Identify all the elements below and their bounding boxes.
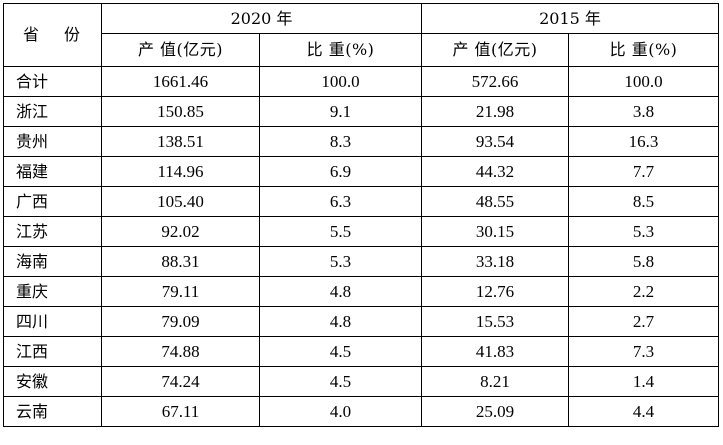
value-2020-cell: 79.11 xyxy=(101,276,260,307)
table-row: 浙江 150.85 9.1 21.98 3.8 xyxy=(3,96,719,127)
table-row: 贵州 138.51 8.3 93.54 16.3 xyxy=(3,126,719,157)
year-2015-header: 2015 年 xyxy=(421,3,719,34)
share-2020-cell: 5.3 xyxy=(259,246,422,277)
share-2015-header: 比 重(%) xyxy=(568,33,719,67)
table-row: 云南 67.11 4.0 25.09 4.4 xyxy=(3,396,719,427)
share-2015-cell: 3.8 xyxy=(568,96,719,127)
header-row-years: 省 份 2020 年 2015 年 xyxy=(3,3,719,67)
table-row: 福建 114.96 6.9 44.32 7.7 xyxy=(3,156,719,187)
header-row-metrics: 产 值(亿元) 比 重(%) 产 值(亿元) 比 重(%) xyxy=(4,33,719,67)
value-2015-cell: 572.66 xyxy=(421,66,569,97)
province-cell: 合计 xyxy=(3,66,102,97)
value-2015-cell: 44.32 xyxy=(421,156,569,187)
value-2020-cell: 150.85 xyxy=(101,96,260,127)
share-2020-cell: 5.5 xyxy=(259,216,422,247)
table-row: 四川 79.09 4.8 15.53 2.7 xyxy=(3,306,719,337)
value-2015-cell: 12.76 xyxy=(421,276,569,307)
value-2020-cell: 1661.46 xyxy=(101,66,260,97)
province-cell: 海南 xyxy=(3,246,102,277)
share-2020-cell: 4.5 xyxy=(259,366,422,397)
value-2020-cell: 105.40 xyxy=(101,186,260,217)
province-cell: 浙江 xyxy=(3,96,102,127)
share-2020-cell: 4.5 xyxy=(259,336,422,367)
province-cell: 福建 xyxy=(3,156,102,187)
share-2020-cell: 9.1 xyxy=(259,96,422,127)
share-2015-cell: 7.3 xyxy=(568,336,719,367)
value-2020-cell: 138.51 xyxy=(101,126,260,157)
value-2020-cell: 92.02 xyxy=(101,216,260,247)
province-cell: 重庆 xyxy=(3,276,102,307)
value-2015-cell: 21.98 xyxy=(421,96,569,127)
province-cell: 广西 xyxy=(3,186,102,217)
share-2020-cell: 6.9 xyxy=(259,156,422,187)
value-2015-cell: 30.15 xyxy=(421,216,569,247)
value-2015-cell: 15.53 xyxy=(421,306,569,337)
share-2020-cell: 6.3 xyxy=(259,186,422,217)
province-output-table: 省 份 2020 年 2015 年 产 值(亿元) 比 重(%) 产 值(亿元)… xyxy=(3,3,719,427)
value-2015-cell: 41.83 xyxy=(421,336,569,367)
table-row: 重庆 79.11 4.8 12.76 2.2 xyxy=(3,276,719,307)
share-2015-cell: 5.8 xyxy=(568,246,719,277)
value-2015-header: 产 值(亿元) xyxy=(421,33,569,67)
value-2020-cell: 88.31 xyxy=(101,246,260,277)
value-2020-header: 产 值(亿元) xyxy=(101,33,260,67)
share-2015-cell: 2.7 xyxy=(568,306,719,337)
table-body: 合计 1661.46 100.0 572.66 100.0 浙江 150.85 9.1 21.9… xyxy=(3,66,719,427)
value-2015-cell: 48.55 xyxy=(421,186,569,217)
share-2020-cell: 4.8 xyxy=(259,276,422,307)
table-row: 安徽 74.24 4.5 8.21 1.4 xyxy=(3,366,719,397)
province-cell: 四川 xyxy=(3,306,102,337)
value-2015-cell: 33.18 xyxy=(421,246,569,277)
share-2015-cell: 1.4 xyxy=(568,366,719,397)
province-cell: 江西 xyxy=(3,336,102,367)
value-2020-cell: 67.11 xyxy=(101,396,260,427)
province-cell: 贵州 xyxy=(3,126,102,157)
value-2015-cell: 8.21 xyxy=(421,366,569,397)
value-2020-cell: 114.96 xyxy=(101,156,260,187)
province-cell: 江苏 xyxy=(3,216,102,247)
share-2015-cell: 7.7 xyxy=(568,156,719,187)
value-2015-cell: 25.09 xyxy=(421,396,569,427)
share-2015-cell: 16.3 xyxy=(568,126,719,157)
table-row: 海南 88.31 5.3 33.18 5.8 xyxy=(3,246,719,277)
table-row: 合计 1661.46 100.0 572.66 100.0 xyxy=(3,66,719,97)
table-row: 广西 105.40 6.3 48.55 8.5 xyxy=(3,186,719,217)
table-header: 省 份 2020 年 2015 年 产 值(亿元) 比 重(%) 产 值(亿元)… xyxy=(3,3,719,67)
value-2020-cell: 79.09 xyxy=(101,306,260,337)
province-cell: 云南 xyxy=(3,396,102,427)
share-2020-header: 比 重(%) xyxy=(259,33,422,67)
share-2015-cell: 5.3 xyxy=(568,216,719,247)
share-2020-cell: 4.0 xyxy=(259,396,422,427)
share-2015-cell: 2.2 xyxy=(568,276,719,307)
share-2020-cell: 100.0 xyxy=(259,66,422,97)
share-2020-cell: 8.3 xyxy=(259,126,422,157)
year-2020-header: 2020 年 xyxy=(101,3,422,34)
value-2020-cell: 74.24 xyxy=(101,366,260,397)
share-2015-cell: 100.0 xyxy=(568,66,719,97)
table-row: 江苏 92.02 5.5 30.15 5.3 xyxy=(3,216,719,247)
table-row: 江西 74.88 4.5 41.83 7.3 xyxy=(3,336,719,367)
value-2015-cell: 93.54 xyxy=(421,126,569,157)
value-2020-cell: 74.88 xyxy=(101,336,260,367)
share-2015-cell: 4.4 xyxy=(568,396,719,427)
share-2015-cell: 8.5 xyxy=(568,186,719,217)
province-column-header: 省 份 xyxy=(3,3,102,67)
share-2020-cell: 4.8 xyxy=(259,306,422,337)
province-cell: 安徽 xyxy=(3,366,102,397)
